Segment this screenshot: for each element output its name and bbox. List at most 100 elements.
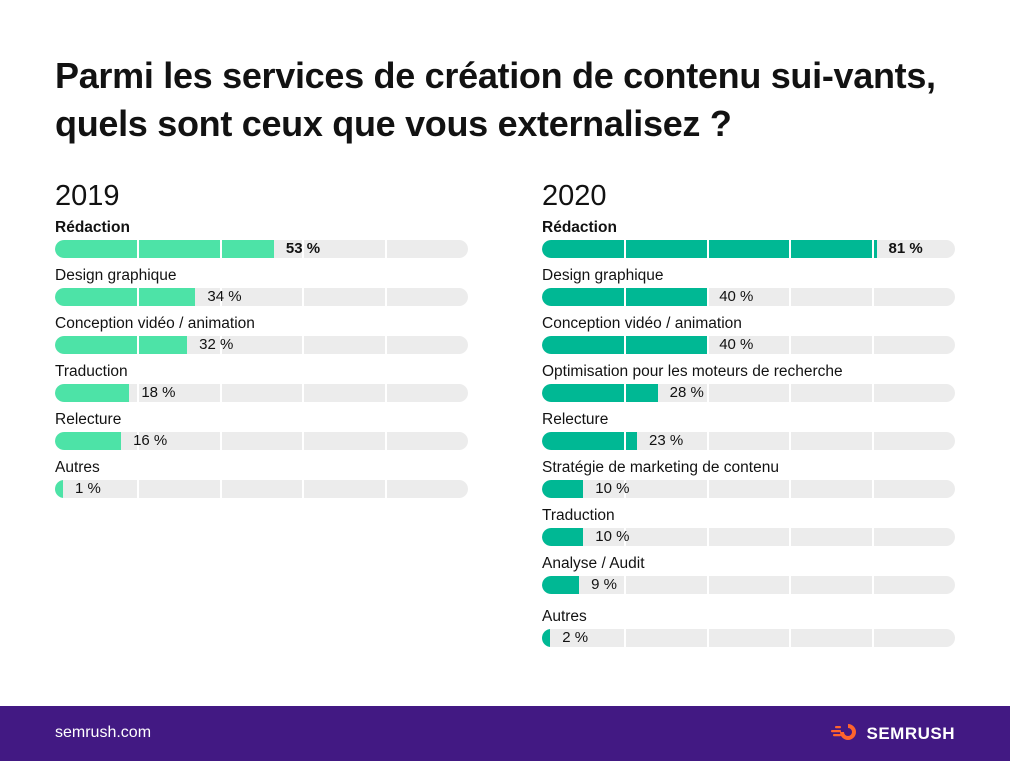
bar-value-label: 34 % (207, 288, 242, 305)
chart-2020: 2020 Rédaction 81 % Design graphique 40 % Co… (542, 178, 955, 655)
bar-row: Design graphique 34 % (55, 266, 468, 314)
bar-row: Conception vidéo / animation 32 % (55, 314, 468, 362)
grid-divider (137, 240, 139, 258)
grid-divider (872, 480, 874, 498)
bar-fill (55, 384, 130, 402)
grid-divider (220, 240, 222, 258)
year-heading-2020: 2020 (542, 180, 607, 212)
bar-row: Stratégie de marketing de contenu 10 % (542, 458, 955, 506)
brand-logo: SEMRUSH (830, 723, 955, 745)
bar-value-label: 32 % (199, 336, 234, 353)
bar-fill (542, 384, 658, 402)
grid-divider (789, 480, 791, 498)
bar-value-label: 2 % (562, 629, 589, 646)
bar-row: Analyse / Audit 9 % (542, 554, 955, 602)
grid-divider (789, 288, 791, 306)
bar-track (542, 528, 955, 546)
grid-divider (302, 384, 304, 402)
grid-divider (137, 480, 139, 498)
grid-divider (385, 384, 387, 402)
grid-divider (789, 432, 791, 450)
grid-divider (624, 432, 626, 450)
bar-row: Autres 1 % (55, 458, 468, 506)
grid-divider (789, 336, 791, 354)
bar-label: Traduction (542, 507, 615, 524)
bar-value-label: 9 % (591, 576, 618, 593)
grid-divider (872, 384, 874, 402)
bar-fill (55, 336, 188, 354)
grid-divider (137, 336, 139, 354)
grid-divider (707, 432, 709, 450)
grid-divider (789, 384, 791, 402)
bar-label: Analyse / Audit (542, 555, 645, 572)
bar-row: Rédaction 81 % (542, 218, 955, 266)
bar-row: Optimisation pour les moteurs de recherc… (542, 362, 955, 410)
bar-fill (542, 576, 580, 594)
bar-track (55, 480, 468, 498)
grid-divider (220, 384, 222, 402)
bar-track (542, 288, 955, 306)
bar-value-label: 40 % (719, 336, 754, 353)
bar-track (542, 629, 955, 647)
bar-track (55, 432, 468, 450)
bar-fill (542, 528, 584, 546)
grid-divider (707, 629, 709, 647)
grid-divider (624, 480, 626, 498)
bar-value-label: 1 % (75, 480, 101, 497)
year-heading-2019: 2019 (55, 180, 120, 212)
bar-track (55, 384, 468, 402)
bar-row: Traduction 10 % (542, 506, 955, 554)
bar-value-label: 53 % (285, 240, 321, 257)
grid-divider (302, 336, 304, 354)
chart-2019: 2019 Rédaction 53 % Design graphique 34 % Co… (55, 178, 468, 506)
grid-divider (707, 240, 709, 258)
grid-divider (707, 288, 709, 306)
bar-value-label: 16 % (133, 432, 168, 449)
grid-divider (624, 576, 626, 594)
bar-label: Design graphique (542, 267, 664, 284)
grid-divider (872, 240, 874, 258)
semrush-fire-icon (830, 722, 860, 747)
bar-track (55, 336, 468, 354)
grid-divider (707, 576, 709, 594)
bar-track (542, 576, 955, 594)
bar-label: Traduction (55, 363, 128, 380)
bar-value-label: 28 % (669, 384, 704, 401)
footer-url[interactable]: semrush.com (55, 724, 152, 741)
bar-fill (55, 432, 122, 450)
bar-label: Conception vidéo / animation (542, 315, 742, 332)
grid-divider (220, 288, 222, 306)
grid-divider (385, 240, 387, 258)
bar-label: Relecture (542, 411, 609, 428)
grid-divider (137, 288, 139, 306)
grid-divider (789, 240, 791, 258)
grid-divider (707, 336, 709, 354)
bar-row: Traduction 18 % (55, 362, 468, 410)
grid-divider (624, 336, 626, 354)
grid-divider (137, 384, 139, 402)
grid-divider (624, 288, 626, 306)
bar-value-label: 40 % (719, 288, 754, 305)
bar-label: Relecture (55, 411, 122, 428)
grid-divider (707, 480, 709, 498)
bar-list-2020: Rédaction 81 % Design graphique 40 % Concept… (542, 218, 955, 655)
grid-divider (624, 240, 626, 258)
bar-fill (55, 288, 196, 306)
bar-value-label: 10 % (595, 480, 630, 497)
bar-fill (55, 240, 274, 258)
grid-divider (789, 528, 791, 546)
grid-divider (302, 480, 304, 498)
grid-divider (624, 629, 626, 647)
grid-divider (385, 432, 387, 450)
bar-label: Optimisation pour les moteurs de recherc… (542, 363, 843, 380)
bar-label: Rédaction (55, 219, 130, 236)
grid-divider (302, 240, 304, 258)
bar-row: Relecture 16 % (55, 410, 468, 458)
bar-value-label: 18 % (141, 384, 176, 401)
grid-divider (624, 384, 626, 402)
bar-row: Conception vidéo / animation 40 % (542, 314, 955, 362)
grid-divider (220, 432, 222, 450)
bar-value-label: 10 % (595, 528, 630, 545)
bar-list-2019: Rédaction 53 % Design graphique 34 % Concept… (55, 218, 468, 506)
bar-fill (542, 480, 584, 498)
